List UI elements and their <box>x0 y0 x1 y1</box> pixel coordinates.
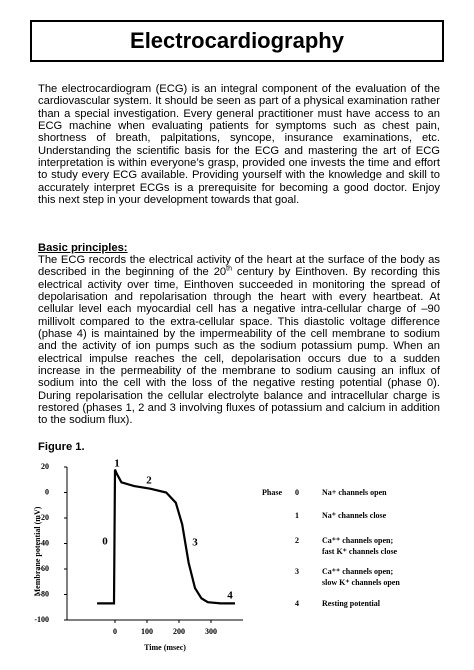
y-tick-label: -60 <box>38 564 49 573</box>
y-tick-label: 0 <box>45 487 49 496</box>
y-tick-label: 20 <box>41 462 49 471</box>
phase-annotation: 4 <box>227 590 233 602</box>
title: Electrocardiography <box>30 20 444 62</box>
intro-paragraph: The electrocardiogram (ECG) is an integr… <box>38 83 440 207</box>
phase-number: 0 <box>295 488 299 497</box>
figure-label: Figure 1. <box>38 441 85 453</box>
phase-header: Phase <box>262 488 282 497</box>
y-tick-label: -40 <box>38 538 49 547</box>
line <box>97 469 235 605</box>
y-axis-label: Membrane potential (mV) <box>33 506 42 596</box>
phase-annotation: 1 <box>114 458 120 470</box>
phase-description: Resting potential <box>322 599 381 608</box>
phase-number: 2 <box>295 536 299 545</box>
y-tick-label: -100 <box>34 615 49 624</box>
phase-annotation: 0 <box>102 536 108 548</box>
phase-annotation: 3 <box>192 537 198 549</box>
phase-description: slow K⁺ channels open <box>322 578 400 587</box>
y-tick-label: -80 <box>38 589 49 598</box>
phase-description: Ca⁺⁺ channels open; <box>322 536 393 545</box>
x-tick-label: 100 <box>141 627 153 636</box>
phase-description: fast K⁺ channels close <box>322 547 398 556</box>
section-paragraph: The ECG records the electrical activity … <box>38 254 440 427</box>
superscript: th <box>226 265 232 273</box>
section-heading: Basic principles: <box>38 242 128 254</box>
phase-number: 3 <box>295 567 299 576</box>
phase-number: 4 <box>295 599 299 608</box>
x-tick-label: 0 <box>113 627 117 636</box>
x-tick-label: 300 <box>205 627 217 636</box>
text: century by Einthoven. By recording this … <box>38 266 440 427</box>
x-tick-label: 200 <box>173 627 185 636</box>
y-tick-label: -20 <box>38 513 49 522</box>
phase-description: Na⁺ channels close <box>322 511 387 520</box>
x-axis-label: Time (msec) <box>144 643 186 652</box>
phase-description: Ca⁺⁺ channels open; <box>322 567 393 576</box>
phase-number: 1 <box>295 511 299 520</box>
phase-description: Na+ channels open <box>322 488 387 497</box>
text: The ECG records the electrical activity … <box>38 254 440 279</box>
phase-annotation: 2 <box>146 475 152 487</box>
